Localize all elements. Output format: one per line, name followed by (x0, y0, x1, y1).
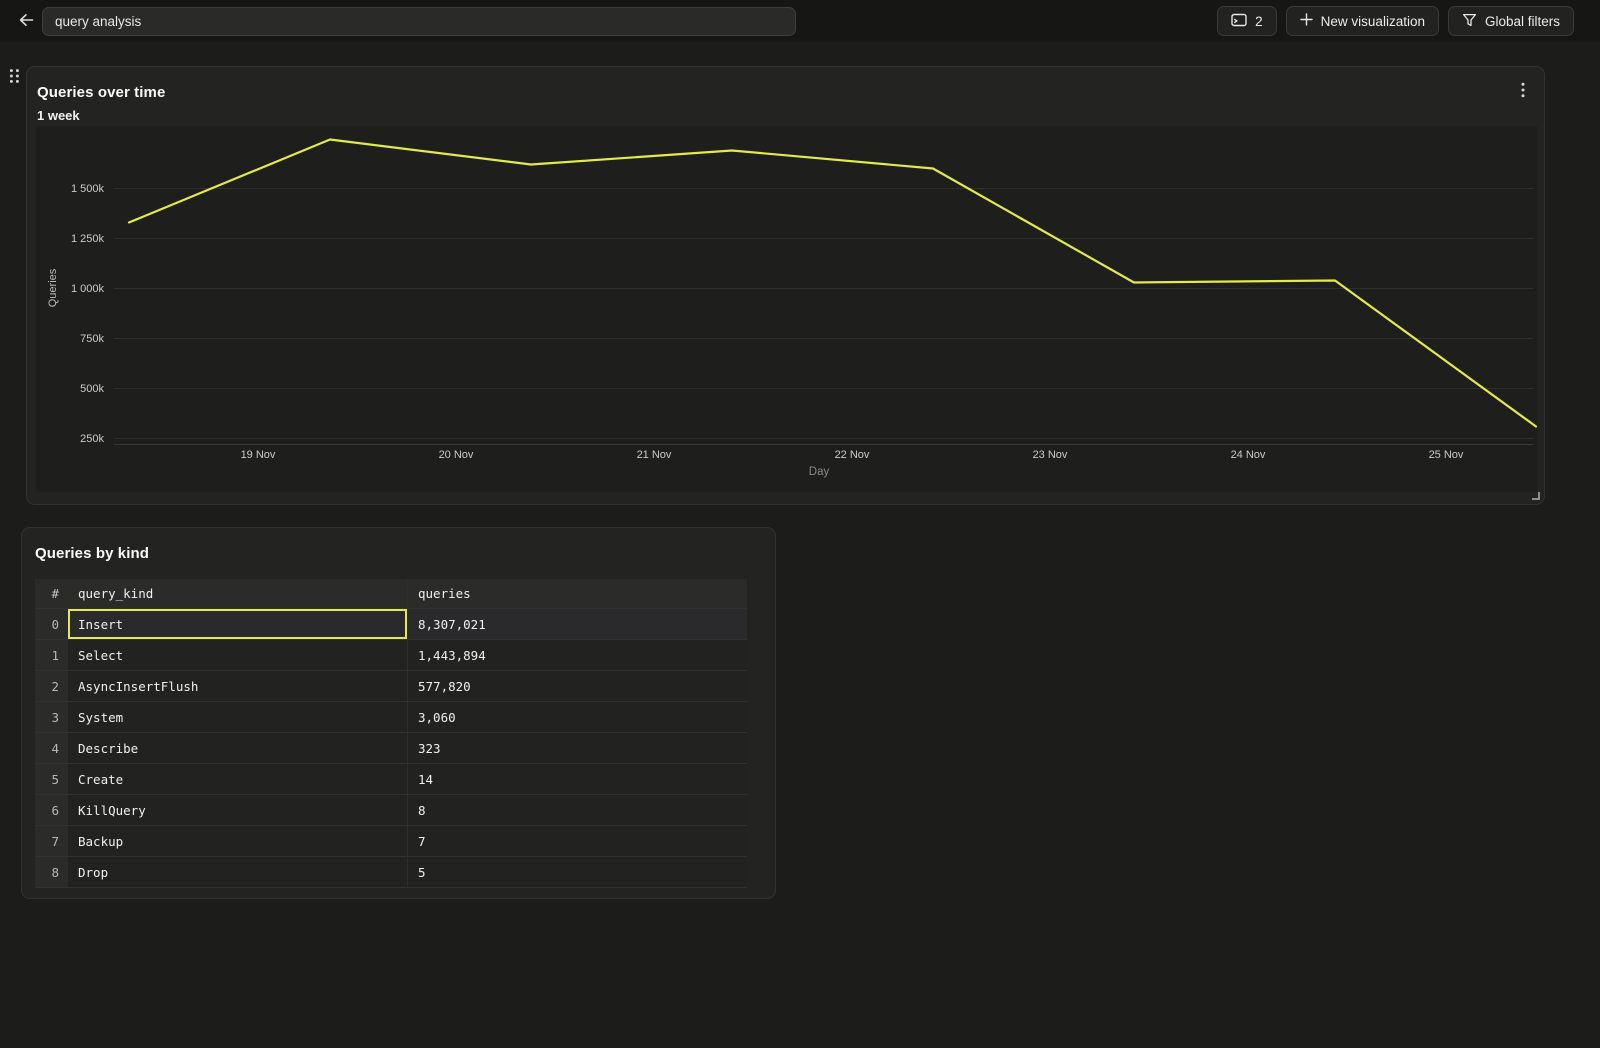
row-index: 3 (35, 702, 68, 732)
x-tick-label: 22 Nov (835, 449, 870, 461)
x-tick-label: 24 Nov (1231, 449, 1266, 461)
back-button[interactable] (12, 7, 40, 35)
console-count-label: 2 (1255, 13, 1263, 29)
new-visualization-label: New visualization (1320, 13, 1425, 29)
y-tick-label: 250k (80, 433, 104, 445)
queries-cell[interactable]: 1,443,894 (407, 640, 747, 670)
global-filters-label: Global filters (1484, 13, 1560, 29)
table-row: 0 Insert 8,307,021 (35, 608, 747, 639)
resize-corner-icon[interactable] (1532, 492, 1540, 500)
x-tick-label: 19 Nov (241, 449, 276, 461)
table-row: 1 Select 1,443,894 (35, 639, 747, 670)
table-row: 8 Drop 5 (35, 856, 747, 887)
y-axis-label: Queries (47, 268, 59, 307)
y-tick-label: 1 000k (71, 283, 105, 295)
topbar: 2 New visualization Global filters (0, 0, 1600, 42)
queries-by-kind-table: # query_kind queries 0 Insert 8,307,021 … (35, 579, 747, 888)
table-header-row: # query_kind queries (35, 579, 747, 608)
chart-plot[interactable]: 1 500k 1 250k 1 000k 750k 500k 250k Quer… (36, 126, 1538, 492)
row-index: 5 (35, 764, 68, 794)
sql-console-count-button[interactable]: 2 (1217, 6, 1277, 36)
queries-cell[interactable]: 8,307,021 (407, 609, 747, 639)
queries-line (127, 138, 1538, 428)
row-index: 8 (35, 857, 68, 887)
sql-console-icon (1231, 13, 1247, 30)
x-tick-label: 21 Nov (637, 449, 672, 461)
table-row: 2 AsyncInsertFlush 577,820 (35, 670, 747, 701)
queries-cell[interactable]: 323 (407, 733, 747, 763)
query-kind-cell[interactable]: Select (78, 647, 124, 663)
row-index: 7 (35, 826, 68, 856)
queries-cell[interactable]: 3,060 (407, 702, 747, 732)
x-tick-label: 20 Nov (439, 449, 474, 461)
y-tick-label: 500k (80, 383, 104, 395)
row-index: 4 (35, 733, 68, 763)
column-header-queries[interactable]: queries (407, 579, 747, 608)
table-body: 0 Insert 8,307,021 1 Select 1,443,894 2 … (35, 608, 747, 887)
row-index: 1 (35, 640, 68, 670)
x-axis-label: Day (809, 466, 830, 478)
queries-cell[interactable]: 577,820 (407, 671, 747, 701)
table-row: 5 Create 14 (35, 763, 747, 794)
queries-cell[interactable]: 8 (407, 795, 747, 825)
y-tick-label: 1 250k (71, 233, 105, 245)
table-row: 4 Describe 323 (35, 732, 747, 763)
funnel-icon (1462, 13, 1477, 30)
new-visualization-button[interactable]: New visualization (1285, 6, 1439, 36)
query-kind-cell[interactable]: Backup (78, 833, 124, 849)
query-kind-cell[interactable]: Insert (68, 609, 407, 639)
global-filters-button[interactable]: Global filters (1447, 6, 1574, 36)
y-tick-label: 1 500k (71, 183, 105, 195)
chart-title: Queries over time (37, 84, 166, 101)
chart-panel: Queries over time 1 week 1 500k (26, 66, 1545, 505)
y-tick-label: 750k (80, 333, 104, 345)
dashboard-title-input[interactable] (42, 6, 796, 36)
topbar-actions: 2 New visualization Global filters (1217, 6, 1574, 36)
x-tick-label: 23 Nov (1033, 449, 1068, 461)
column-header-index: # (51, 586, 59, 601)
query-kind-cell[interactable]: AsyncInsertFlush (78, 678, 199, 694)
kebab-menu-icon[interactable] (1512, 79, 1534, 101)
query-kind-cell[interactable]: Describe (78, 740, 139, 756)
query-kind-cell[interactable]: Drop (78, 864, 109, 880)
plus-icon (1299, 13, 1313, 29)
query-kind-cell[interactable]: System (78, 709, 124, 725)
query-kind-cell[interactable]: Create (78, 771, 124, 787)
x-tick-label: 25 Nov (1429, 449, 1464, 461)
table-title: Queries by kind (35, 545, 150, 562)
queries-cell[interactable]: 5 (407, 857, 747, 887)
row-index: 2 (35, 671, 68, 701)
column-header-query-kind[interactable]: query_kind (78, 586, 154, 601)
row-index: 6 (35, 795, 68, 825)
arrow-left-icon (17, 11, 35, 32)
drag-handle-icon[interactable] (7, 67, 21, 85)
table-row: 7 Backup 7 (35, 825, 747, 856)
row-index: 0 (35, 609, 68, 639)
gridlines (114, 188, 1533, 439)
table-panel: Queries by kind # query_kind queries 0 I… (21, 527, 776, 899)
query-kind-cell[interactable]: KillQuery (78, 802, 146, 818)
table-row: 6 KillQuery 8 (35, 794, 747, 825)
queries-cell[interactable]: 14 (407, 764, 747, 794)
chart-subtitle: 1 week (37, 108, 80, 123)
table-row: 3 System 3,060 (35, 701, 747, 732)
queries-cell[interactable]: 7 (407, 826, 747, 856)
